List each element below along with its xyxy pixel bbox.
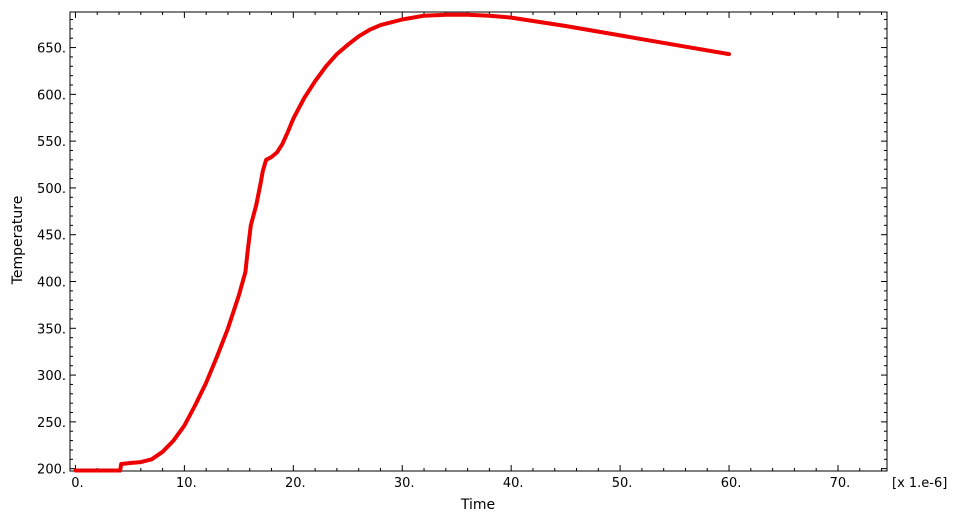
y-tick-label: 300. xyxy=(37,369,66,384)
x-tick-label: 50. xyxy=(612,476,633,491)
series-line xyxy=(73,12,731,473)
x-tick-label: 0. xyxy=(71,476,83,491)
y-tick-label: 350. xyxy=(37,322,66,337)
x-axis-multiplier: [x 1.e-6] xyxy=(892,476,947,491)
axis-tick-labels: 0. 10. 20. 30. 40. 50. 60. 70. 200. 250. 300. 350. 4… xyxy=(37,42,850,491)
x-tick-label: 60. xyxy=(721,476,742,491)
y-tick-label: 450. xyxy=(37,229,66,244)
x-tick-label: 30. xyxy=(394,476,415,491)
y-tick-label: 550. xyxy=(37,135,66,150)
y-tick-label: 400. xyxy=(37,276,66,291)
y-tick-label: 650. xyxy=(37,42,66,57)
axis-ticks xyxy=(70,12,887,471)
y-tick-label: 250. xyxy=(37,416,66,431)
y-tick-label: 500. xyxy=(37,182,66,197)
y-tick-label: 600. xyxy=(37,88,66,103)
y-tick-label: 200. xyxy=(37,463,66,478)
x-tick-label: 40. xyxy=(503,476,524,491)
plot-area xyxy=(69,11,888,472)
y-axis-title: Temperature xyxy=(10,196,26,286)
x-tick-label: 20. xyxy=(285,476,306,491)
x-tick-label: 10. xyxy=(176,476,197,491)
x-tick-label: 70. xyxy=(830,476,851,491)
x-axis-title: Time xyxy=(460,497,495,513)
